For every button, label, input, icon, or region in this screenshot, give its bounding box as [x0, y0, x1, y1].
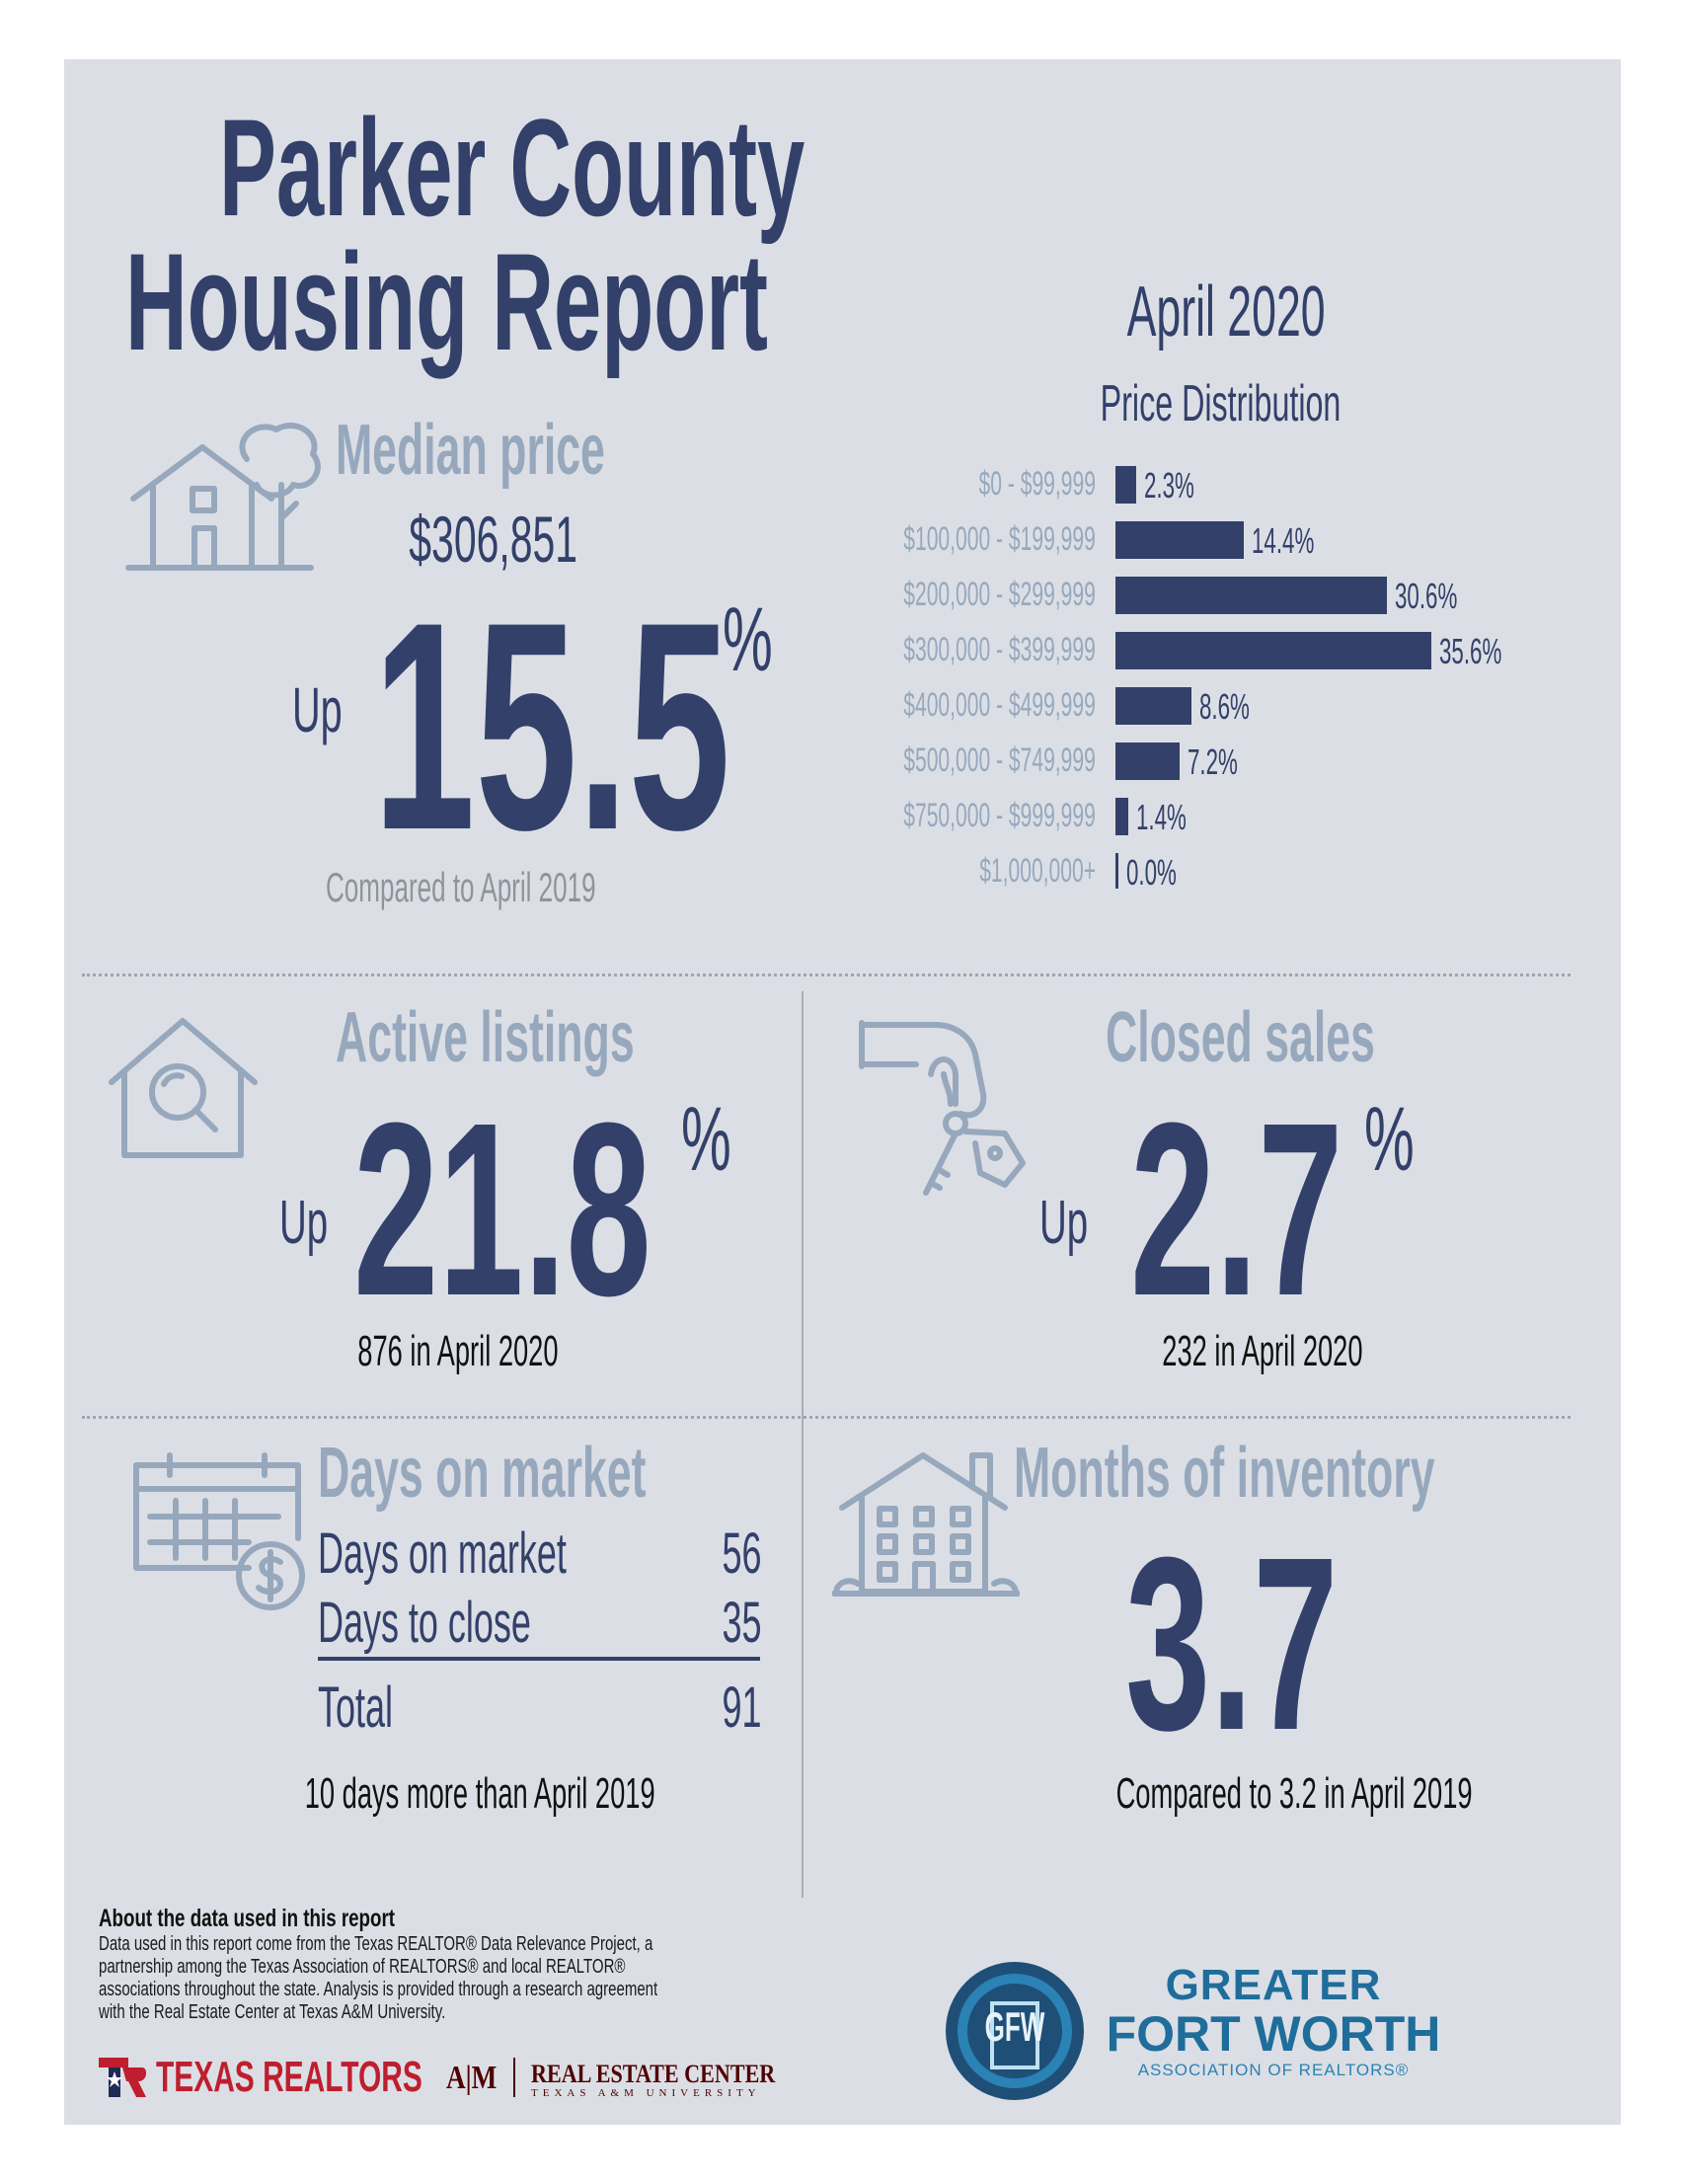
price-distribution-value: 2.3% [1143, 465, 1194, 506]
price-range-label: $1,000,000+ [979, 852, 1096, 890]
divider [82, 974, 1571, 976]
price-distribution-bar [1115, 687, 1192, 725]
price-distribution-value: 8.6% [1199, 686, 1251, 727]
closed-sales-heading: Closed sales [1106, 998, 1375, 1077]
price-distribution-value: 7.2% [1187, 741, 1238, 782]
price-range-label: $0 - $99,999 [978, 465, 1096, 503]
price-distribution-bar [1115, 632, 1432, 669]
price-distribution-bar [1115, 742, 1180, 780]
active-listings-heading: Active listings [336, 998, 635, 1077]
price-range-label: $400,000 - $499,999 [903, 686, 1096, 724]
median-change-value: 15.5 [373, 560, 731, 892]
title-line-2: Housing Report [125, 224, 768, 379]
gfw-seal-logo: GFW [943, 1959, 1087, 2103]
about-line: partnership among the Texas Association … [99, 1956, 626, 1978]
divider [82, 1416, 1571, 1419]
tamu-logo: A|M [446, 2060, 498, 2096]
report-panel [64, 59, 1621, 2125]
house-with-tree-icon [123, 420, 321, 578]
price-range-label: $200,000 - $299,999 [903, 576, 1096, 613]
title-line-1: Parker County [219, 90, 805, 245]
house-magnifier-icon [107, 1013, 260, 1161]
price-distribution-chart: $0 - $99,999 2.3% $100,000 - $199,999 14.4%… [770, 460, 1560, 895]
price-range-label: $300,000 - $399,999 [903, 631, 1096, 668]
price-distribution-bar [1115, 853, 1118, 889]
price-distribution-value: 0.0% [1126, 852, 1177, 893]
active-percent-sign: % [681, 1089, 731, 1190]
days-table: Days on market 56 Days to close 35 Total… [318, 1521, 762, 1740]
real-estate-center-logo: REAL ESTATE CENTER TEXAS A&M UNIVERSITY [531, 2060, 776, 2100]
months-inventory-value: 3.7 [1125, 1506, 1339, 1781]
closed-change-value: 2.7 [1130, 1071, 1343, 1347]
about-line: Data used in this report come from the T… [99, 1933, 653, 1955]
price-range-label: $750,000 - $999,999 [903, 797, 1096, 834]
divider [513, 2058, 515, 2097]
median-price-value: $306,851 [409, 503, 578, 576]
closed-direction: Up [1039, 1189, 1089, 1257]
about-title: About the data used in this report [99, 1905, 396, 1932]
median-percent-sign: % [723, 589, 773, 690]
about-block: About the data used in this report Data … [99, 1904, 987, 2024]
price-distribution-bar [1115, 521, 1244, 559]
apartment-building-icon [832, 1443, 1020, 1601]
median-comparison: Compared to April 2019 [326, 864, 596, 910]
closed-percent-sign: % [1364, 1089, 1415, 1190]
active-direction: Up [279, 1189, 329, 1257]
median-direction: Up [292, 674, 343, 745]
price-distribution-bar [1115, 798, 1128, 835]
hand-with-keys-icon [857, 1015, 1030, 1203]
price-distribution-value: 14.4% [1251, 520, 1314, 561]
months-inventory-heading: Months of inventory [1014, 1434, 1435, 1513]
divider [802, 991, 804, 1898]
price-range-label: $500,000 - $749,999 [903, 741, 1096, 779]
active-change-value: 21.8 [353, 1071, 652, 1347]
days-detail: 10 days more than April 2019 [304, 1769, 655, 1818]
about-line: with the Real Estate Center at Texas A&M… [99, 2001, 446, 2023]
active-detail: 876 in April 2020 [357, 1327, 559, 1375]
closed-detail: 232 in April 2020 [1162, 1327, 1363, 1375]
gfw-wordmark: GREATER FORT WORTH ASSOCIATION OF REALTO… [1106, 1961, 1441, 2080]
about-line: associations throughout the state. Analy… [99, 1979, 658, 2000]
price-distribution-bar [1115, 466, 1136, 504]
days-on-market-heading: Days on market [318, 1434, 647, 1513]
months-detail: Compared to 3.2 in April 2019 [1115, 1769, 1473, 1818]
price-distribution-value: 1.4% [1135, 797, 1187, 837]
median-price-heading: Median price [336, 411, 605, 490]
calendar-dollar-icon [130, 1449, 308, 1617]
texas-flag-icon [99, 2058, 146, 2097]
price-range-label: $100,000 - $199,999 [903, 520, 1096, 558]
price-distribution-value: 35.6% [1439, 631, 1502, 671]
price-distribution-heading: Price Distribution [1100, 375, 1342, 432]
report-period: April 2020 [1126, 273, 1326, 351]
price-distribution-bar [1115, 577, 1388, 614]
price-distribution-value: 30.6% [1395, 576, 1458, 616]
total-rule [318, 1657, 760, 1661]
